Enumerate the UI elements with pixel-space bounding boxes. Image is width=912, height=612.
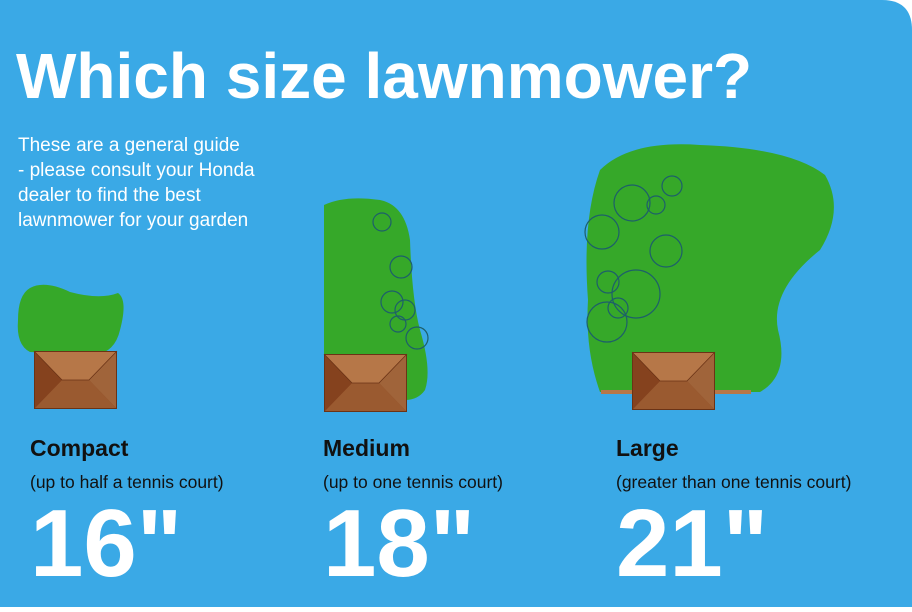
house bbox=[632, 352, 715, 410]
item-size: 18" bbox=[323, 490, 475, 597]
title: Which size lawnmower? bbox=[16, 40, 752, 112]
item-size: 21" bbox=[616, 490, 768, 597]
item-size: 16" bbox=[30, 490, 182, 597]
subtitle-line: lawnmower for your garden bbox=[18, 210, 248, 231]
house bbox=[34, 351, 117, 409]
item-name: Large bbox=[616, 435, 679, 461]
item-description: (up to half a tennis court) bbox=[30, 472, 224, 492]
item-name: Medium bbox=[323, 435, 410, 461]
page: Which size lawnmower? These are a genera… bbox=[0, 0, 912, 607]
subtitle-line: - please consult your Honda bbox=[18, 160, 255, 181]
subtitle-line: dealer to find the best bbox=[18, 185, 201, 206]
item-name: Compact bbox=[30, 435, 129, 461]
item-description: (greater than one tennis court) bbox=[616, 472, 851, 492]
item-description: (up to one tennis court) bbox=[323, 472, 503, 492]
house bbox=[324, 354, 407, 412]
subtitle-line: These are a general guide bbox=[18, 135, 240, 156]
infographic: Which size lawnmower? These are a genera… bbox=[0, 0, 912, 607]
